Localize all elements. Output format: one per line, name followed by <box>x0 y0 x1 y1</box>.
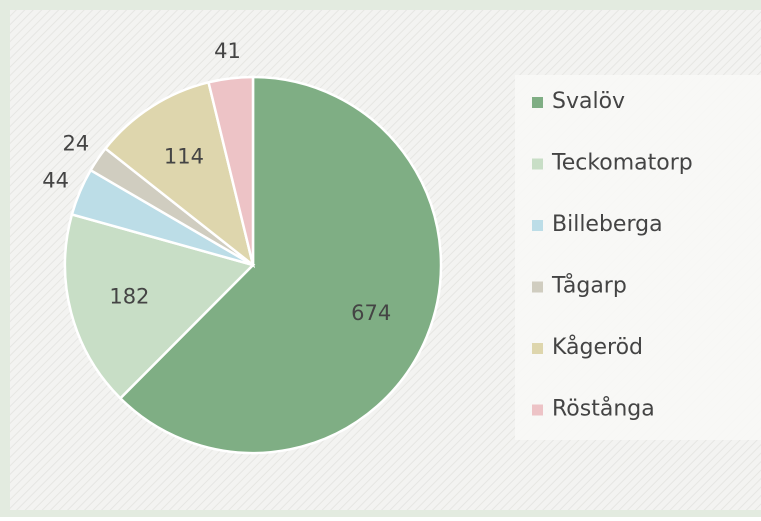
legend-label: Billeberga <box>552 212 663 237</box>
pie-slice <box>207 75 255 266</box>
data-label: 114 <box>164 144 204 168</box>
legend-swatch <box>532 158 543 170</box>
data-label: 44 <box>42 168 69 192</box>
data-label: 24 <box>63 131 90 155</box>
legend-box <box>515 75 761 440</box>
legend-label: Svalöv <box>552 89 625 114</box>
legend-swatch <box>532 281 543 293</box>
data-label: 674 <box>351 301 391 325</box>
legend-swatch <box>532 220 543 231</box>
data-label: 182 <box>109 285 149 309</box>
legend-label: Teckomatorp <box>551 151 693 176</box>
data-label: 41 <box>214 39 241 63</box>
legend: Svalöv Teckomatorp Billeberga Tågarp Kågeröd… <box>532 89 693 422</box>
legend-label: Röstånga <box>552 396 655 422</box>
pie-slice <box>63 212 256 400</box>
pie: 674 182 44 24 114 41 <box>42 39 443 455</box>
pie-slice <box>118 75 443 455</box>
pie-slice <box>103 80 256 269</box>
legend-swatch <box>532 404 543 416</box>
legend-swatch <box>532 343 543 354</box>
legend-swatch <box>532 97 543 108</box>
legend-label: Kågeröd <box>552 334 643 360</box>
legend-label: Tågarp <box>551 273 627 299</box>
